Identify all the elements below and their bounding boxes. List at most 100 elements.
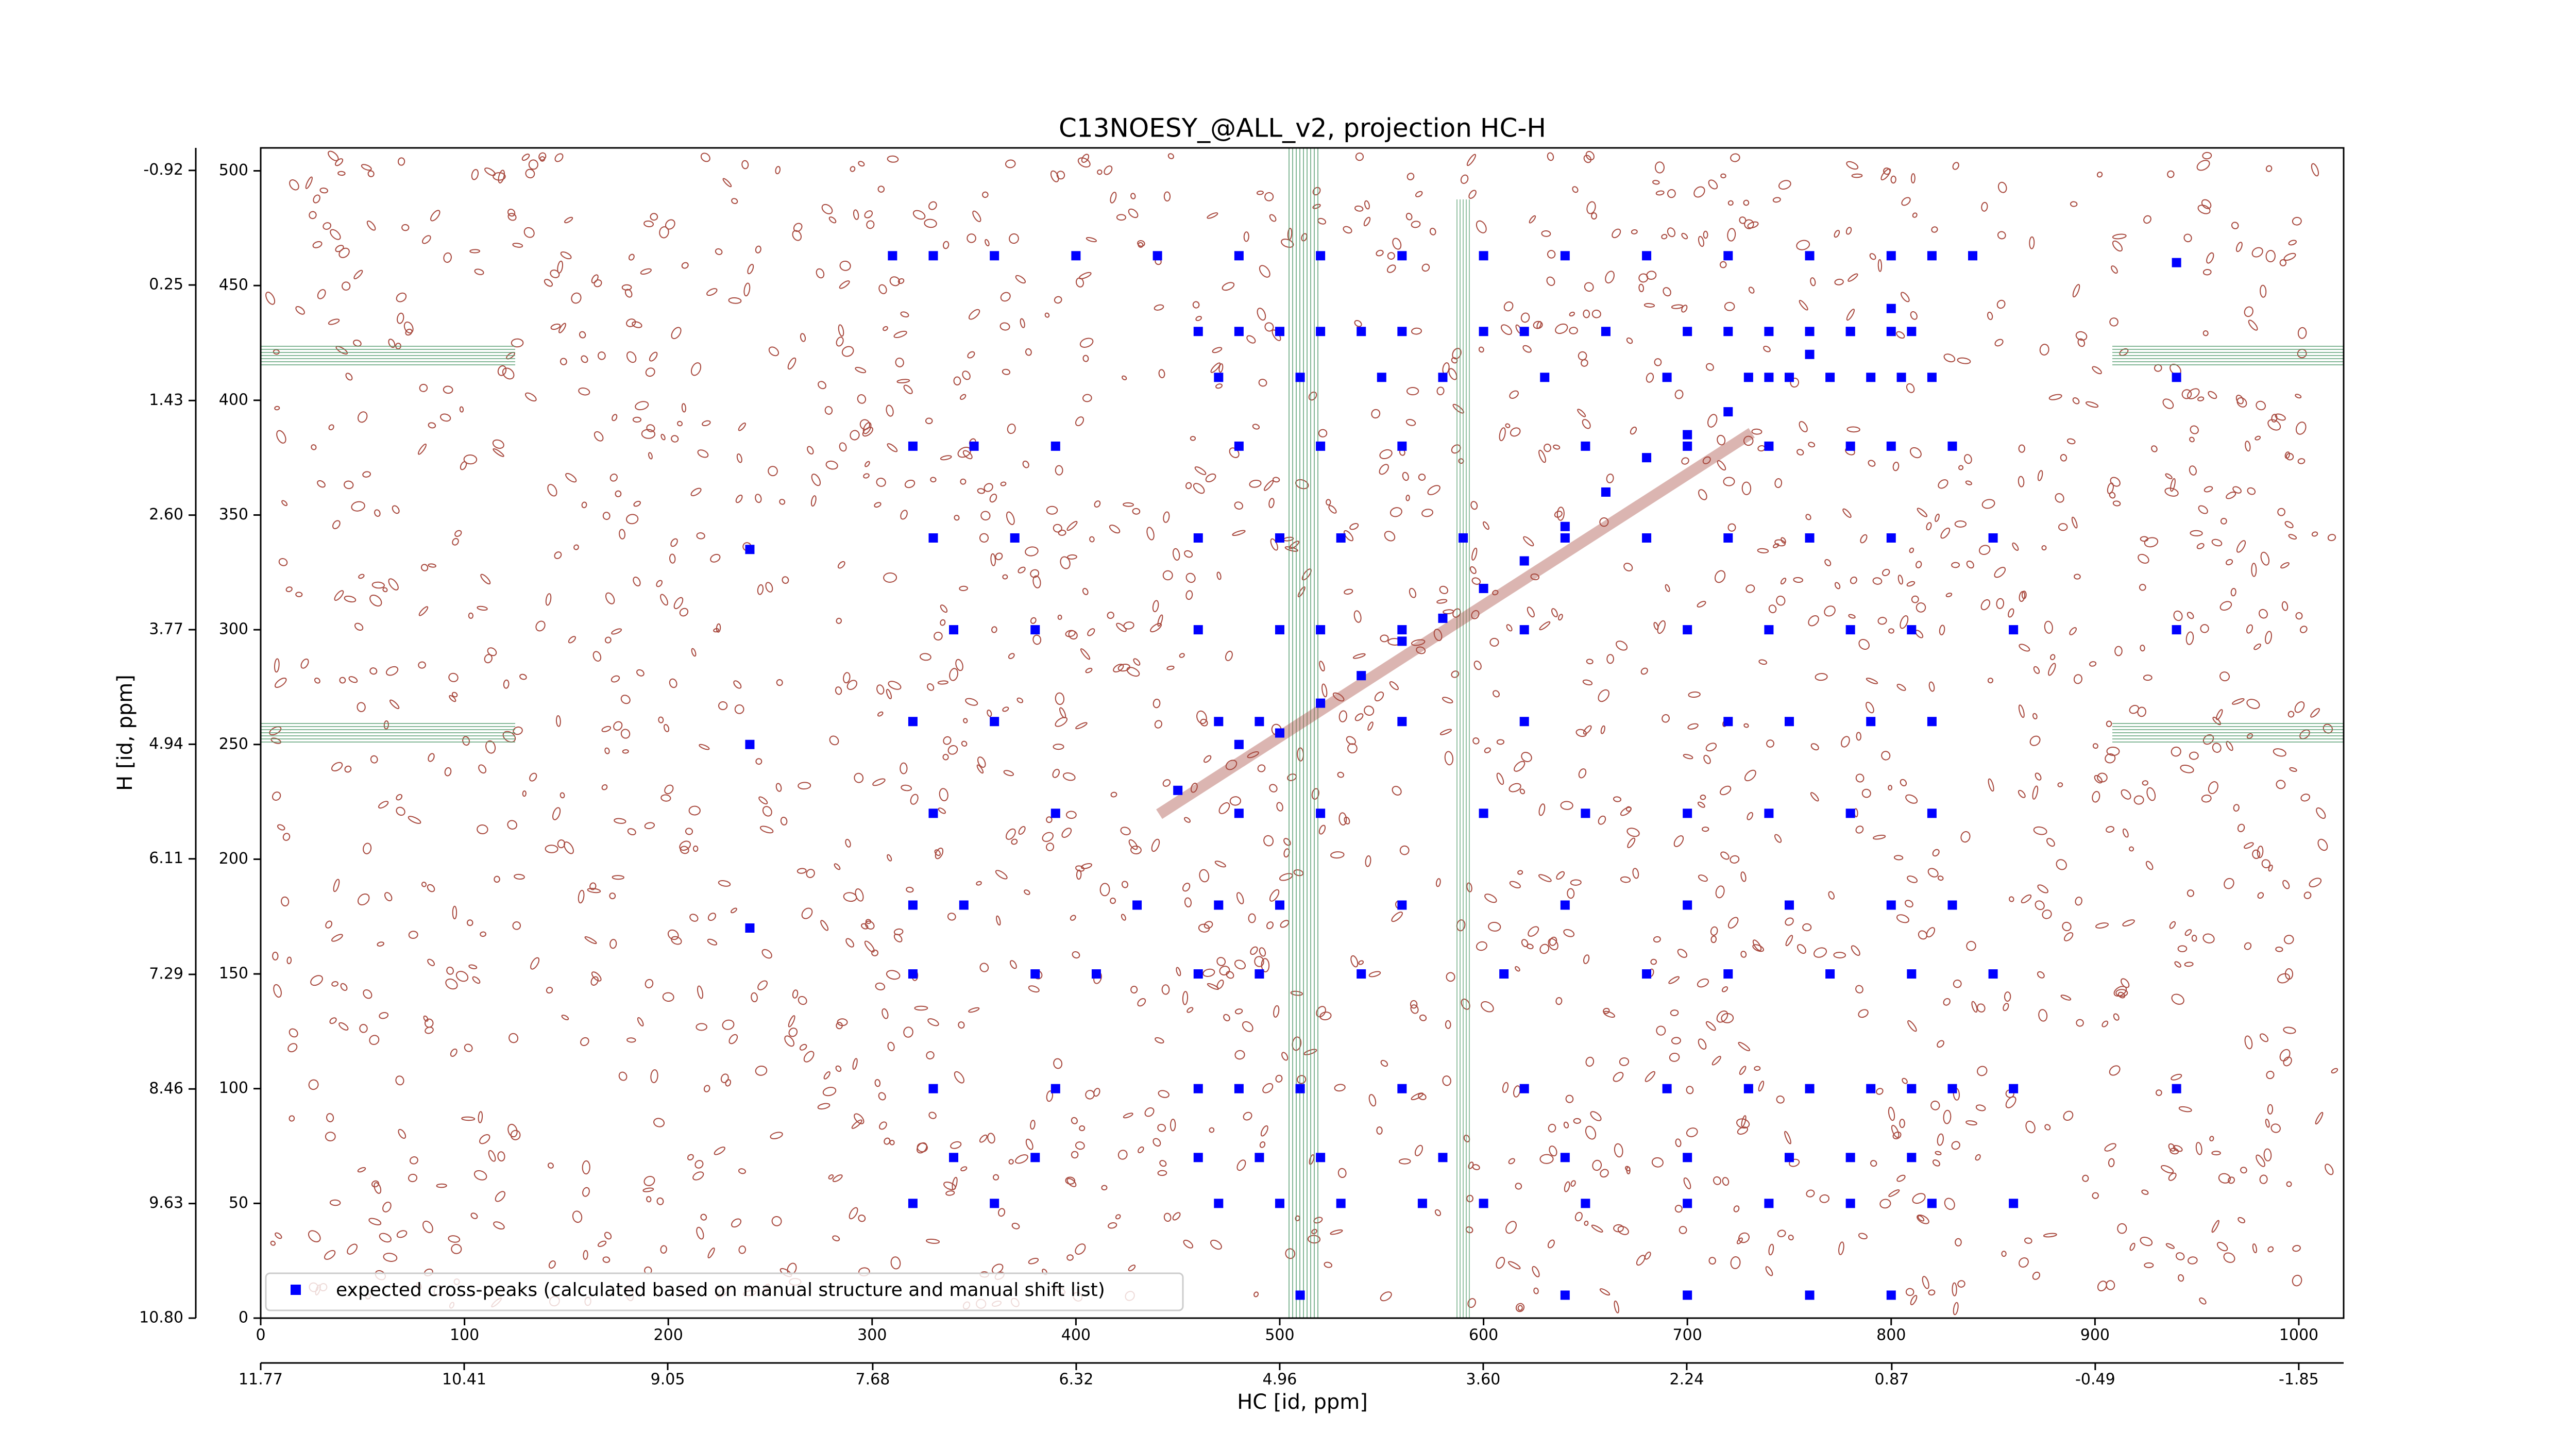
noise-contour (996, 915, 1001, 926)
noise-contour (952, 1176, 958, 1190)
noise-contour (1070, 915, 1076, 921)
noise-contour (528, 159, 538, 170)
noise-contour (2018, 704, 2025, 718)
noise-contour (883, 326, 888, 331)
noise-contour (332, 520, 341, 529)
noise-contour (564, 216, 573, 224)
noise-contour (1654, 161, 1665, 174)
noise-contour (396, 794, 403, 801)
noise-contour (1675, 1138, 1682, 1148)
cross-peak (2172, 373, 2181, 382)
noise-contour (471, 169, 479, 180)
noise-contour (1510, 427, 1521, 437)
noise-contour (751, 992, 758, 1003)
noise-contour (2058, 523, 2068, 531)
noise-contour (450, 1048, 457, 1057)
noise-contour (1509, 881, 1521, 888)
noise-contour (1318, 824, 1326, 835)
noise-contour (1190, 782, 1198, 793)
noise-contour (650, 213, 658, 221)
noise-contour (269, 726, 282, 735)
noise-contour (2089, 661, 2097, 667)
cross-peak (1886, 1290, 1896, 1300)
noise-contour (1153, 1138, 1161, 1147)
noise-contour (2206, 252, 2214, 264)
noise-contour (733, 680, 742, 689)
noise-contour (2037, 470, 2043, 481)
noise-contour (1573, 1118, 1581, 1124)
noise-contour (1077, 157, 1091, 168)
noise-contour (845, 938, 854, 948)
noise-contour (2056, 859, 2067, 870)
noise-contour (2063, 932, 2074, 941)
noise-contour (1445, 1020, 1451, 1029)
noise-contour (1952, 162, 1959, 170)
noise-contour (942, 754, 949, 761)
noise-contour (1252, 424, 1260, 430)
noise-contour (1673, 835, 1684, 847)
cross-peak (1784, 900, 1794, 910)
noise-contour (473, 1170, 487, 1181)
noise-contour (1167, 153, 1174, 159)
noise-contour (1582, 419, 1591, 429)
noise-contour (2244, 842, 2254, 849)
noise-contour (782, 576, 789, 584)
noise-contour (1176, 967, 1181, 976)
noise-contour (2285, 452, 2294, 461)
noise-contour (479, 1134, 490, 1144)
noise-contour (2092, 790, 2100, 803)
noise-contour (1163, 511, 1170, 523)
noise-contour (1911, 595, 1919, 603)
noise-contour (625, 514, 639, 525)
noise-contour (2072, 397, 2080, 405)
noise-contour (1172, 1212, 1181, 1221)
noise-contour (768, 466, 778, 477)
noise-contour (1656, 1025, 1666, 1036)
noise-contour (937, 680, 948, 685)
noise-contour (2142, 780, 2148, 786)
noise-contour (1126, 667, 1140, 677)
noise-contour (512, 243, 523, 248)
x2-tick-label: 7.68 (856, 1371, 890, 1389)
noise-contour (903, 1026, 913, 1038)
noise-contour (1916, 602, 1926, 613)
noise-contour (1212, 347, 1223, 353)
noise-contour (839, 280, 850, 289)
noise-contour (1215, 383, 1223, 389)
noise-contour (1810, 277, 1816, 287)
cross-peak (1907, 625, 1917, 635)
noise-contour (1590, 1111, 1602, 1121)
noise-contour (824, 406, 833, 415)
noise-contour (1421, 509, 1433, 517)
noise-contour (1720, 173, 1726, 179)
cross-peak (1316, 251, 1326, 261)
noise-contour (1740, 871, 1747, 882)
noise-contour (829, 735, 839, 746)
noise-contour (1522, 345, 1532, 353)
noise-contour (2019, 644, 2030, 652)
noise-contour (876, 684, 885, 695)
noise-contour (1614, 1143, 1623, 1158)
noise-contour (645, 979, 654, 988)
noise-contour (2289, 767, 2297, 772)
noise-contour (1702, 456, 1711, 464)
noise-contour (612, 875, 624, 880)
noise-contour (1877, 259, 1883, 272)
noise-contour (2111, 265, 2118, 274)
noise-contour (1909, 447, 1922, 459)
noise-contour (1841, 736, 1850, 748)
noise-contour (1414, 1144, 1423, 1156)
noise-contour (889, 1139, 895, 1145)
noise-contour (943, 241, 950, 249)
noise-contour (714, 1147, 725, 1155)
noise-contour (1343, 226, 1352, 234)
noise-contour (1163, 1212, 1172, 1222)
cross-peak (1214, 1199, 1224, 1208)
x2-tick-label: 3.60 (1466, 1371, 1501, 1389)
noise-contour (1409, 587, 1416, 598)
noise-contour (1860, 534, 1868, 544)
noise-contour (274, 658, 280, 673)
noise-contour (2177, 945, 2188, 952)
noise-contour (1419, 1014, 1427, 1021)
noise-contour (1724, 301, 1735, 311)
